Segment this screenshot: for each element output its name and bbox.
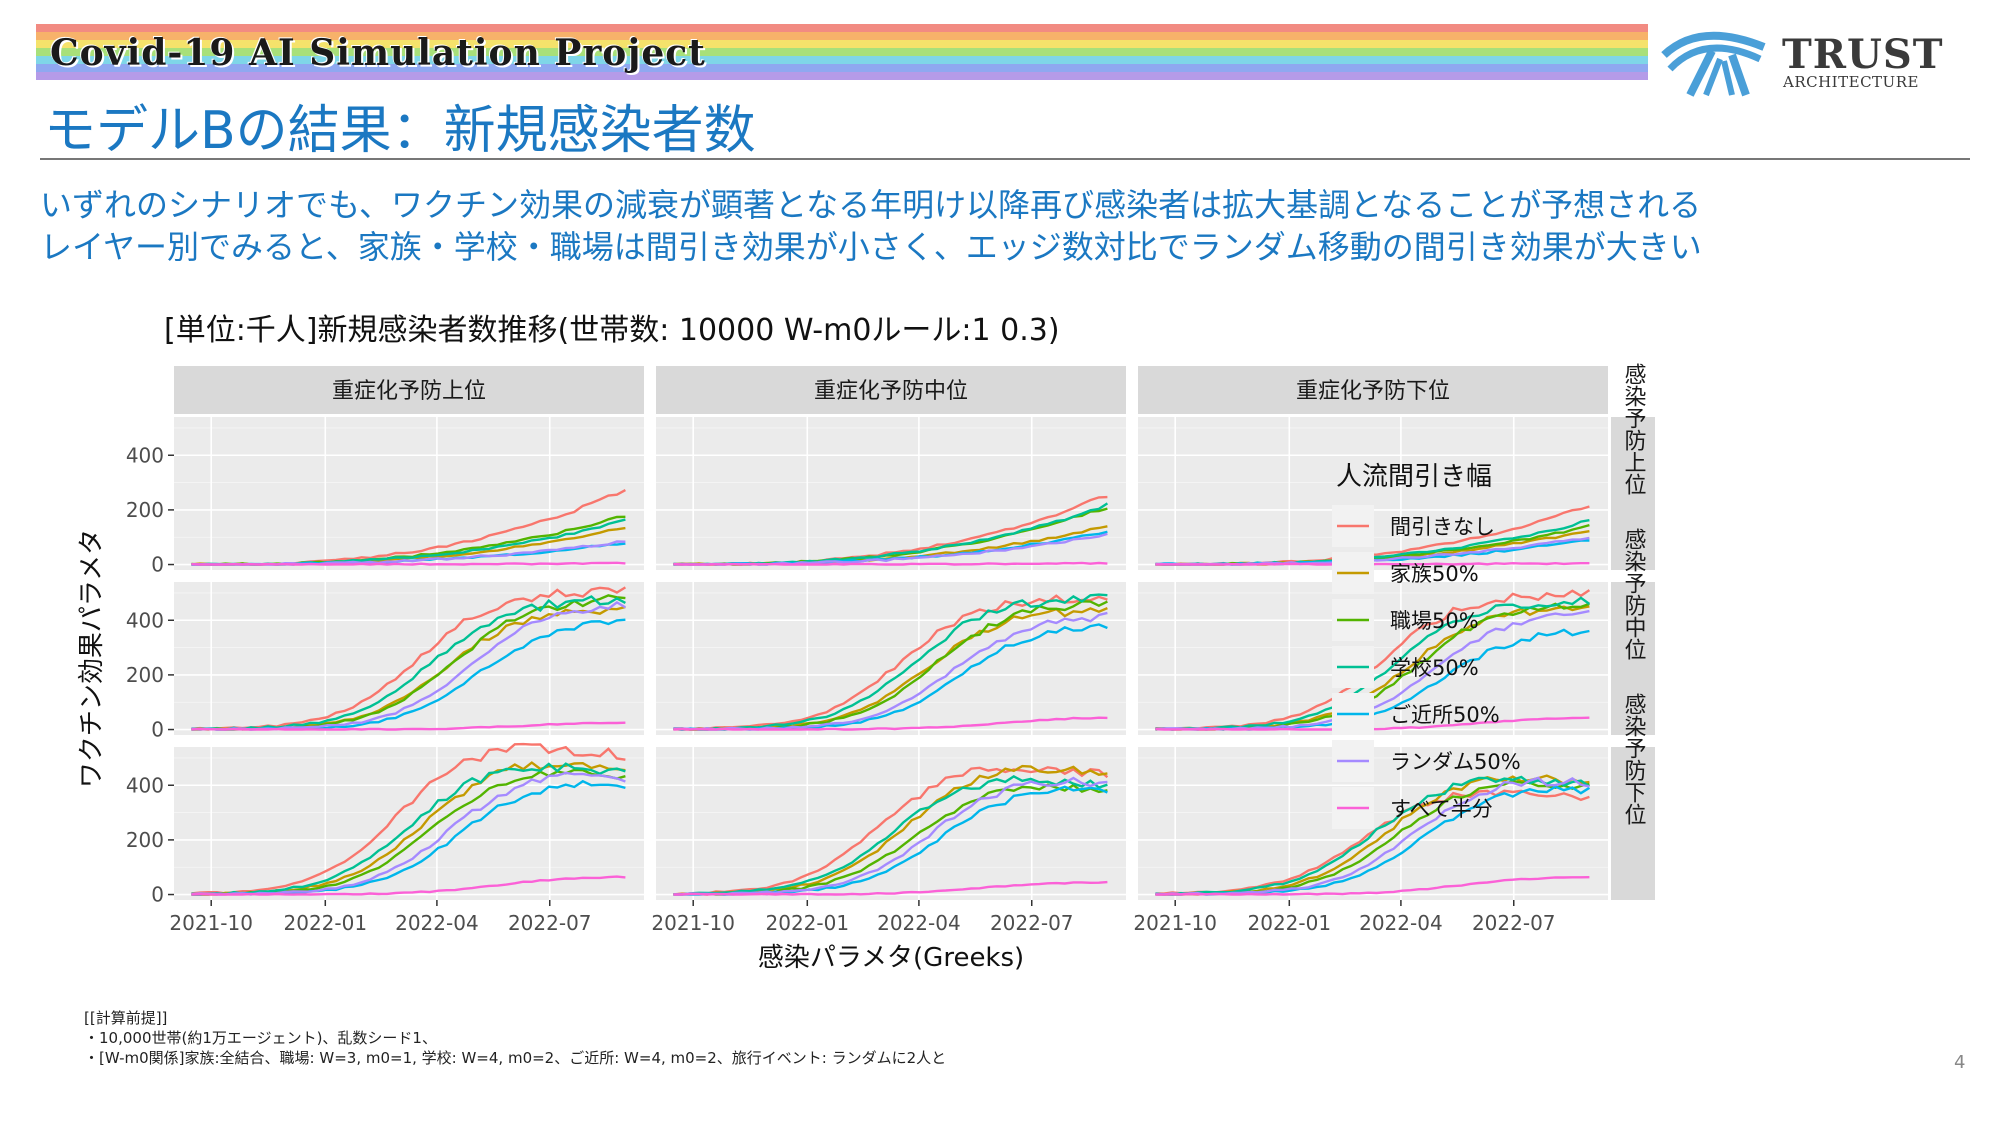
x-tick-label: 2022-01 (284, 911, 368, 935)
x-tick-label: 2022-07 (990, 911, 1074, 935)
facet-label-row: 感染予防下位 (1621, 693, 1647, 825)
logo-subtitle: ARCHITECTURE (1783, 73, 1919, 91)
summary-line-1: いずれのシナリオでも、ワクチン効果の減衰が顕著となる年明け以降再び感染者は拡大基… (40, 186, 1702, 224)
y-axis-title: ワクチン効果パラメタ (77, 529, 107, 788)
notes-line-1: [[計算前提]] (84, 1009, 168, 1027)
series-line (191, 762, 626, 896)
panel-background (174, 417, 644, 570)
banner-stripe (36, 40, 1648, 48)
banner-stripe (36, 24, 1648, 32)
x-tick-label: 2021-10 (169, 911, 253, 935)
series-line (1155, 876, 1590, 896)
company-logo: TRUST ARCHITECTURE (1660, 25, 1960, 97)
facet-strip-column (1138, 366, 1608, 414)
y-tick-label: 200 (126, 498, 164, 522)
legend-label: ランダム50% (1390, 750, 1521, 774)
series-line (191, 742, 626, 895)
y-tick-label: 0 (151, 883, 164, 907)
project-banner-text: Covid-19 AI Simulation Project (50, 32, 706, 74)
facet-strip-row (1611, 582, 1655, 735)
y-tick-label: 400 (126, 608, 164, 632)
series-line (673, 775, 1108, 896)
panel-background (656, 747, 1126, 900)
legend-label: 家族50% (1390, 562, 1479, 586)
legend-label: すべて半分 (1390, 797, 1493, 821)
x-tick-label: 2022-01 (1248, 911, 1332, 935)
notes-line-3: ・[W-m0関係]家族:全結合、職場: W=3, m0=1, 学校: W=4, … (84, 1049, 947, 1067)
facet-strip-column (174, 366, 644, 414)
rainbow-banner (36, 24, 1648, 88)
banner-stripe (36, 48, 1648, 56)
banner-stripe (36, 56, 1648, 64)
series-line (673, 716, 1108, 731)
facet-label-column: 重症化予防下位 (1296, 379, 1450, 404)
facet-strip-row (1611, 417, 1655, 570)
y-tick-label: 0 (151, 718, 164, 742)
y-tick-label: 200 (126, 828, 164, 852)
page-number: 4 (1954, 1052, 1966, 1073)
x-tick-label: 2021-10 (651, 911, 735, 935)
x-tick-label: 2022-04 (877, 911, 961, 935)
faceted-line-chart: [単位:千人]新規感染者数推移(世帯数: 10000 W-m0ルール:1 0.3… (77, 313, 1655, 973)
facet-strip-column (656, 366, 1126, 414)
y-tick-label: 0 (151, 553, 164, 577)
series-line (191, 721, 626, 731)
notes-line-2: ・10,000世帯(約1万エージェント)、乱数シード1、 (84, 1029, 437, 1047)
facet-label-row: 感染予防上位 (1621, 363, 1647, 495)
title-divider (40, 158, 1970, 160)
x-tick-label: 2022-04 (395, 911, 479, 935)
x-tick-label: 2021-10 (1133, 911, 1217, 935)
legend-label: 職場50% (1390, 609, 1479, 633)
y-tick-label: 400 (126, 443, 164, 467)
legend-label: 間引きなし (1390, 515, 1495, 539)
banner-stripe (36, 32, 1648, 40)
summary: いずれのシナリオでも、ワクチン効果の減衰が顕著となる年明け以降再び感染者は拡大基… (40, 184, 1702, 268)
y-tick-label: 400 (126, 773, 164, 797)
facet-label-column: 重症化予防上位 (332, 379, 486, 404)
calculation-notes: [[計算前提]] ・10,000世帯(約1万エージェント)、乱数シード1、 ・[… (84, 1008, 946, 1068)
x-tick-label: 2022-04 (1359, 911, 1443, 935)
series-line (191, 561, 626, 566)
series-line (191, 875, 626, 896)
facet-strip-row (1611, 747, 1655, 900)
x-tick-label: 2022-07 (1472, 911, 1556, 935)
summary-line-2: レイヤー別でみると、家族・学校・職場は間引き効果が小さく、エッジ数対比でランダム… (40, 228, 1702, 266)
x-axis-title: 感染パラメタ(Greeks) (758, 943, 1024, 973)
series-line (191, 771, 626, 896)
series-line (673, 880, 1108, 896)
facet-label-column: 重症化予防中位 (814, 379, 968, 404)
x-tick-label: 2022-01 (766, 911, 850, 935)
banner-stripe (36, 72, 1648, 80)
bridge-logo-icon (1661, 31, 1766, 97)
series-line (673, 593, 1108, 731)
banner-stripe (36, 64, 1648, 72)
legend-label: ご近所50% (1390, 703, 1500, 727)
series-line (673, 561, 1108, 566)
series-line (673, 766, 1109, 896)
series-line (673, 776, 1108, 896)
chart-title: [単位:千人]新規感染者数推移(世帯数: 10000 W-m0ルール:1 0.3… (164, 313, 1060, 348)
facet-label-row: 感染予防中位 (1621, 528, 1647, 660)
legend-title: 人流間引き幅 (1336, 462, 1492, 492)
legend-label: 学校50% (1390, 656, 1479, 680)
y-tick-label: 200 (126, 663, 164, 687)
x-tick-label: 2022-07 (508, 911, 592, 935)
panel-background (656, 417, 1126, 570)
logo-name: TRUST (1782, 31, 1944, 78)
page-title: モデルBの結果：新規感染者数 (44, 101, 756, 161)
